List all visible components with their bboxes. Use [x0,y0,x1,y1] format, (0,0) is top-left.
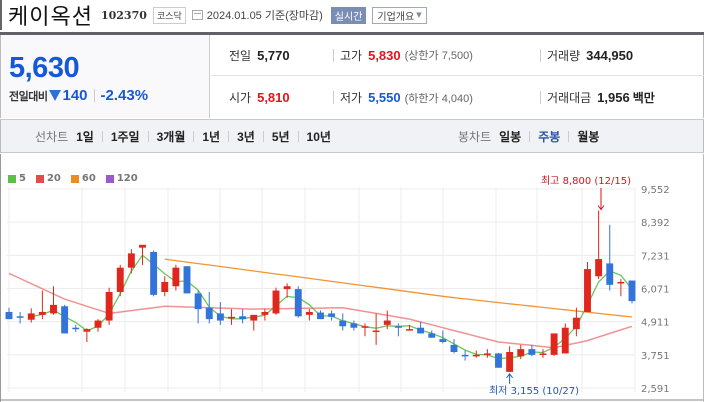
prev-close-cell: 전일 5,770 [229,47,290,64]
tab-1y[interactable]: 1년 [202,129,221,144]
divider [568,130,570,142]
down-triangle-icon [49,90,62,101]
chart-canvas: 9,552 8,392 7,231 6,071 4,911 3,751 2,591 최고 8,… [1,175,703,401]
stats-row-1: 전일 5,770 고가 5,830 (상한가 7,500) 거래량 344,95… [211,35,704,76]
stats-row-2: 시가 5,810 저가 5,550 (하한가 4,040) 거래대금 1,956… [211,77,704,118]
line-chart-title: 선차트 [35,129,69,144]
divider [193,130,195,142]
low-cell: 저가 5,550 (하한가 4,040) [340,89,473,106]
tab-5y[interactable]: 5년 [271,129,290,144]
divider [333,91,334,104]
tab-monthly[interactable]: 월봉 [577,129,600,144]
svg-text:9,552: 9,552 [641,185,670,196]
divider [540,48,541,62]
svg-text:3,751: 3,751 [641,351,670,362]
divider [101,130,103,142]
amount-cell: 거래대금 1,956 백만 [547,89,655,106]
legend-label: 60 [81,173,96,184]
chevron-down-icon: ▼ [416,11,422,19]
open-label: 시가 [229,91,252,105]
calendar-icon [191,10,203,20]
stock-code: 102370 [100,8,147,22]
high-cell: 고가 5,830 (상한가 7,500) [340,47,473,64]
chart-period-bar: 선차트 1일 1주일 3개월 1년 3년 5년 10년 봉차트 일봉 주봉 월봉 [0,119,704,153]
open-cell: 시가 5,810 [229,89,290,106]
legend-label: 5 [19,173,26,184]
divider [262,130,264,142]
legend-swatch [105,174,114,183]
change-row: 전일대비 140 -2.43% [9,87,148,104]
amount-label: 거래대금 [547,91,592,105]
market-badge: 코스닥 [152,6,186,24]
volume-cell: 거래량 344,950 [547,47,633,64]
open-value: 5,810 [257,90,290,105]
tab-1w[interactable]: 1주일 [110,129,140,144]
stock-name: 케이옥션 [8,5,93,30]
candle-chart-title: 봉차트 [458,129,492,144]
svg-text:6,071: 6,071 [641,285,670,296]
low-label: 저가 [340,91,363,105]
divider [147,130,149,142]
legend-swatch [8,174,16,183]
header-divider [0,32,704,35]
date-text: 2024.01.05 기준(장마감) [206,10,323,22]
svg-text:8,392: 8,392 [641,218,670,229]
tab-10y[interactable]: 10년 [306,129,331,144]
divider [297,130,299,142]
prev-close-label: 전일 [229,48,252,63]
tab-1d[interactable]: 1일 [76,129,94,144]
change-value: 140 [62,87,88,104]
divider [540,91,541,104]
legend-ma120[interactable]: 120 [105,173,138,184]
realtime-button[interactable]: 실시간 [330,6,367,24]
change-label: 전일대비 [9,90,48,103]
divider [333,48,334,62]
price-panel: 5,630 전일대비 140 -2.43% [0,35,210,118]
tab-weekly[interactable]: 주봉 [538,129,561,144]
legend-label: 20 [46,173,61,184]
svg-text:2,591: 2,591 [641,384,670,395]
volume-value: 344,950 [586,47,634,63]
legend-ma5[interactable]: 5 [8,173,26,184]
prev-close-value: 5,770 [257,47,290,63]
legend-ma20[interactable]: 20 [35,173,61,184]
current-price: 5,630 [9,52,80,84]
high-label: 고가 [340,48,363,63]
legend-label: 120 [116,173,138,184]
company-overview-label: 기업개요 [377,11,415,23]
divider [228,130,230,142]
svg-text:4,911: 4,911 [641,318,670,329]
amount-unit: 백만 [632,91,655,105]
lower-limit: (하한가 4,040) [404,92,473,105]
tab-3y[interactable]: 3년 [237,129,255,144]
low-value: 5,550 [368,90,401,105]
stock-title-bar: 케이옥션 102370 코스닥 2024.01.05 기준(장마감) 실시간 기… [0,0,704,30]
company-overview-button[interactable]: 기업개요 ▼ [372,6,427,24]
amount-value: 1,956 [597,90,630,105]
divider [529,130,531,142]
legend-ma60[interactable]: 60 [70,173,96,184]
line-chart-tabs: 선차트 1일 1주일 3개월 1년 3년 5년 10년 [35,120,331,152]
candlestick-chart[interactable]: 5 20 60 120 9,552 8,392 7,231 6,071 4,911 3,7… [0,154,704,402]
upper-limit: (상한가 7,500) [404,50,473,62]
svg-text:7,231: 7,231 [641,251,670,262]
candle-chart-tabs: 봉차트 일봉 주봉 월봉 [458,120,599,152]
high-value: 5,830 [368,47,401,63]
stats-grid: 전일 5,770 고가 5,830 (상한가 7,500) 거래량 344,95… [211,35,704,118]
volume-label: 거래량 [547,48,581,63]
tab-3m[interactable]: 3개월 [156,129,186,144]
legend-swatch [70,174,79,183]
legend-swatch [35,174,44,183]
chart-legend: 5 20 60 120 [8,173,148,184]
tab-daily[interactable]: 일봉 [499,129,522,144]
high-annotation: 최고 8,800 (12/15) [541,175,631,187]
low-annotation: 최저 3,155 (10/27) [489,385,579,397]
change-percent: -2.43% [100,87,149,104]
divider [93,89,95,102]
